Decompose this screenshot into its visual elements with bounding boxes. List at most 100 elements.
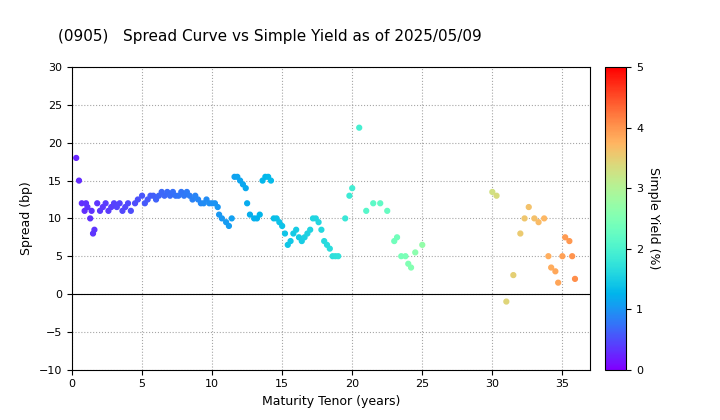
Point — [179, 192, 190, 199]
Point — [105, 204, 117, 210]
Point — [327, 253, 338, 260]
Point — [324, 245, 336, 252]
Point — [117, 207, 128, 214]
Point — [343, 192, 355, 199]
Point — [293, 234, 305, 241]
Point — [567, 253, 578, 260]
Point — [523, 204, 534, 210]
Point — [251, 215, 263, 222]
Point — [491, 192, 503, 199]
Point — [237, 181, 248, 188]
Point — [487, 189, 498, 195]
Point — [307, 215, 319, 222]
Point — [207, 200, 218, 207]
Point — [290, 226, 302, 233]
Point — [405, 264, 417, 271]
Point — [198, 200, 210, 207]
Point — [150, 196, 162, 203]
Point — [125, 207, 137, 214]
Point — [257, 177, 269, 184]
Point — [81, 204, 93, 210]
Point — [552, 279, 564, 286]
Point — [282, 241, 294, 248]
Point — [519, 215, 531, 222]
Point — [305, 226, 316, 233]
Point — [212, 204, 223, 210]
Text: (0905)   Spread Curve vs Simple Yield as of 2025/05/09: (0905) Spread Curve vs Simple Yield as o… — [58, 29, 482, 45]
Point — [161, 189, 173, 195]
Point — [260, 173, 271, 180]
Point — [310, 215, 322, 222]
Point — [111, 204, 122, 210]
Point — [235, 177, 246, 184]
Point — [367, 200, 379, 207]
Point — [156, 189, 168, 195]
Point — [330, 253, 341, 260]
Point — [209, 200, 220, 207]
Point — [195, 200, 207, 207]
Point — [201, 196, 212, 203]
Point — [114, 200, 125, 207]
Point — [176, 189, 187, 195]
Point — [382, 207, 393, 214]
Point — [73, 177, 85, 184]
Point — [315, 226, 327, 233]
Point — [346, 185, 358, 192]
Point — [108, 200, 120, 207]
Point — [262, 173, 274, 180]
Point — [186, 196, 198, 203]
Point — [153, 192, 165, 199]
Point — [400, 253, 411, 260]
Point — [391, 234, 402, 241]
Point — [132, 196, 143, 203]
Point — [189, 192, 201, 199]
Point — [164, 192, 176, 199]
Point — [91, 200, 103, 207]
Point — [539, 215, 550, 222]
Point — [410, 249, 421, 256]
Point — [296, 238, 307, 244]
Y-axis label: Simple Yield (%): Simple Yield (%) — [647, 167, 660, 270]
Point — [76, 200, 88, 207]
Point — [229, 173, 240, 180]
Point — [87, 230, 99, 237]
Point — [216, 215, 228, 222]
Point — [318, 238, 330, 244]
Point — [546, 264, 557, 271]
Point — [528, 215, 540, 222]
Point — [312, 219, 324, 226]
Point — [559, 234, 571, 241]
Point — [265, 177, 276, 184]
Point — [232, 173, 243, 180]
Point — [268, 215, 279, 222]
Point — [287, 230, 299, 237]
Point — [84, 215, 96, 222]
Point — [170, 192, 181, 199]
Point — [226, 215, 238, 222]
Point — [543, 253, 554, 260]
Point — [274, 219, 285, 226]
Point — [120, 204, 131, 210]
Point — [570, 276, 581, 282]
Point — [181, 189, 193, 195]
Point — [557, 253, 568, 260]
Point — [254, 211, 266, 218]
Point — [136, 192, 148, 199]
Point — [158, 192, 170, 199]
Point — [395, 253, 407, 260]
Point — [302, 230, 313, 237]
Point — [130, 200, 141, 207]
Point — [240, 185, 251, 192]
Point — [361, 207, 372, 214]
Point — [321, 241, 333, 248]
Point — [402, 260, 414, 267]
Point — [103, 207, 114, 214]
Point — [192, 196, 204, 203]
Point — [416, 241, 428, 248]
Point — [285, 238, 297, 244]
Point — [248, 215, 260, 222]
Point — [97, 204, 109, 210]
Point — [167, 189, 179, 195]
Point — [374, 200, 386, 207]
Point — [508, 272, 519, 278]
